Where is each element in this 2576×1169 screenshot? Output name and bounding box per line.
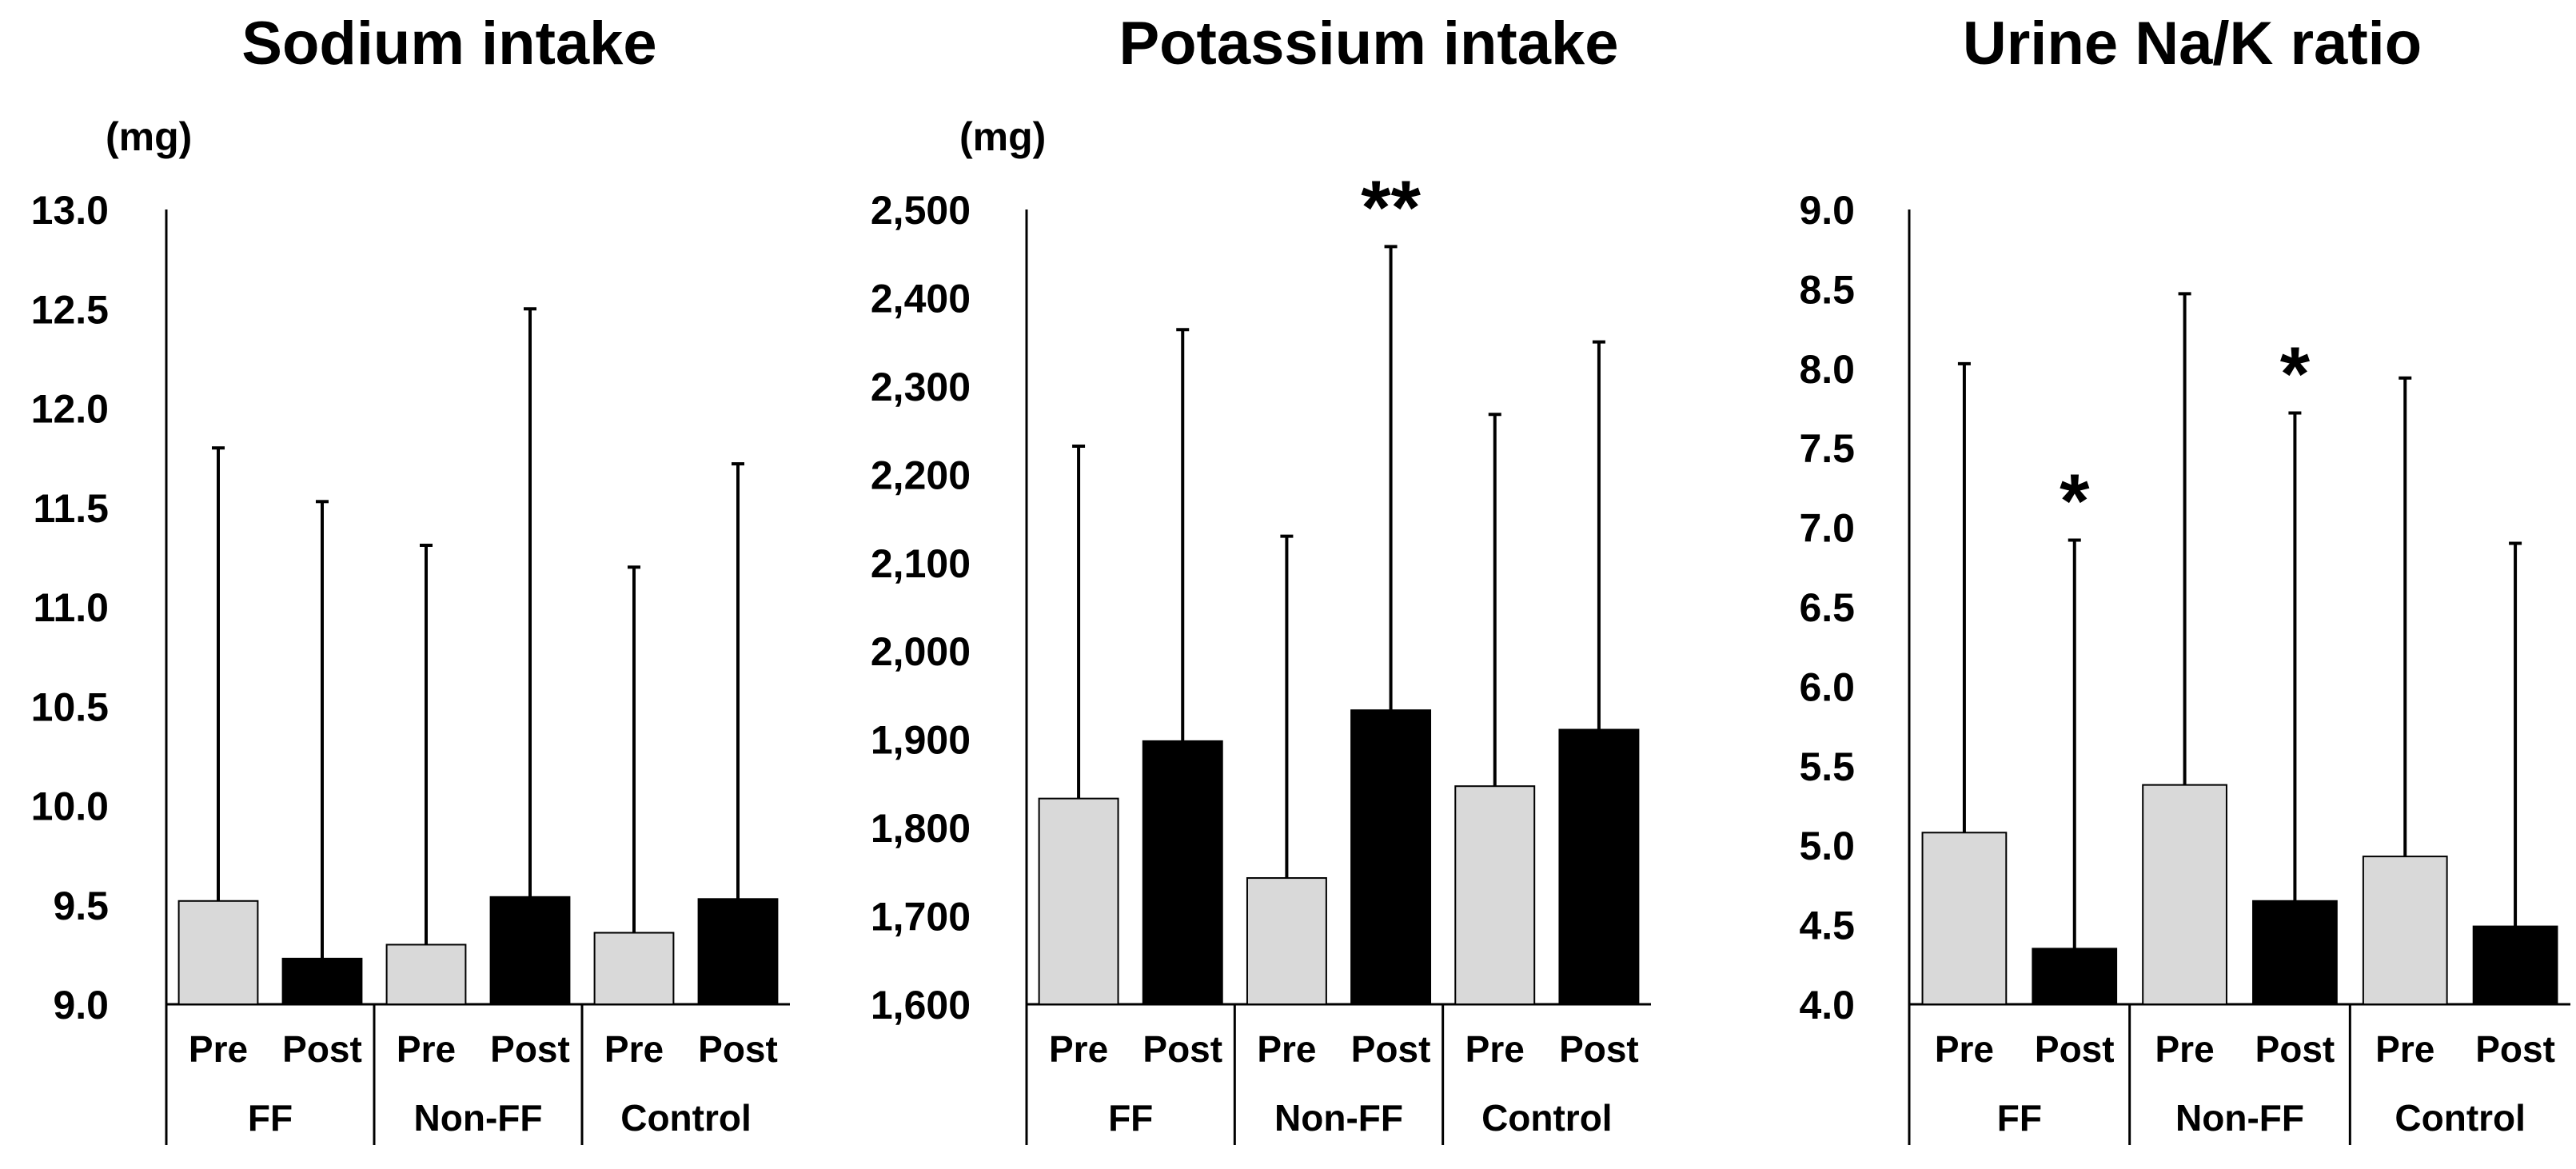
x-category-label: Pre bbox=[1257, 1028, 1316, 1070]
y-tick-label: 4.0 bbox=[1799, 983, 1855, 1027]
x-category-label: Pre bbox=[1465, 1028, 1525, 1070]
group-label: Control bbox=[1481, 1097, 1613, 1139]
group-label: Non-FF bbox=[1274, 1097, 1403, 1139]
group-label: FF bbox=[1108, 1097, 1153, 1139]
x-category-label: Post bbox=[1559, 1028, 1639, 1070]
x-category-label: Pre bbox=[1935, 1028, 1994, 1070]
x-category-label: Post bbox=[2255, 1028, 2335, 1070]
bar-pre bbox=[1921, 832, 2008, 1006]
y-tick-label: 1,700 bbox=[871, 895, 971, 940]
y-tick-label: 2,100 bbox=[871, 541, 971, 586]
x-category-label: Pre bbox=[2155, 1028, 2214, 1070]
y-tick-label: 2,400 bbox=[871, 276, 971, 321]
bar-pre bbox=[2142, 784, 2227, 1005]
chart-title: Sodium intake bbox=[241, 10, 656, 78]
bar-post bbox=[1142, 740, 1223, 1005]
y-tick-label: 5.0 bbox=[1799, 824, 1855, 868]
bar-pre bbox=[1454, 785, 1536, 1005]
y-tick-label: 1,900 bbox=[871, 718, 971, 763]
y-tick-label: 2,200 bbox=[871, 453, 971, 497]
y-tick-label: 7.5 bbox=[1799, 426, 1855, 471]
y-tick-label: 9.0 bbox=[53, 983, 109, 1027]
group-label: Non-FF bbox=[2175, 1097, 2304, 1139]
group-label: FF bbox=[248, 1097, 293, 1139]
x-category-label: Pre bbox=[604, 1028, 664, 1070]
significance-marker: * bbox=[2060, 459, 2090, 545]
y-tick-label: 1,600 bbox=[871, 983, 971, 1027]
bar-post bbox=[1350, 709, 1432, 1005]
y-tick-label: 2,300 bbox=[871, 365, 971, 409]
bar-pre bbox=[1038, 797, 1119, 1005]
chart-title: Potassium intake bbox=[1119, 10, 1618, 78]
y-unit-label: (mg) bbox=[106, 114, 192, 159]
group-label: FF bbox=[1997, 1097, 2042, 1139]
bar-post bbox=[697, 898, 779, 1006]
y-tick-label: 6.0 bbox=[1799, 664, 1855, 709]
group-label: Control bbox=[2395, 1097, 2526, 1139]
x-category-label: Pre bbox=[1049, 1028, 1108, 1070]
y-tick-label: 11.5 bbox=[33, 486, 109, 531]
x-category-label: Post bbox=[282, 1028, 362, 1070]
y-tick-label: 12.0 bbox=[31, 387, 109, 432]
x-category-label: Pre bbox=[2375, 1028, 2434, 1070]
group-label: Control bbox=[620, 1097, 752, 1139]
bar-pre bbox=[2362, 856, 2448, 1005]
y-tick-label: 9.0 bbox=[1799, 188, 1855, 233]
y-tick-label: 1,800 bbox=[871, 806, 971, 851]
y-tick-label: 4.5 bbox=[1799, 904, 1855, 948]
chart-title: Urine Na/K ratio bbox=[1963, 10, 2422, 78]
y-tick-label: 5.5 bbox=[1799, 744, 1855, 789]
y-tick-label: 12.5 bbox=[31, 287, 109, 332]
x-category-label: Post bbox=[2475, 1028, 2555, 1070]
bar-pre bbox=[177, 900, 259, 1006]
y-unit-label: (mg) bbox=[959, 114, 1046, 159]
x-category-label: Post bbox=[490, 1028, 570, 1070]
y-tick-label: 10.5 bbox=[31, 684, 109, 729]
y-tick-label: 13.0 bbox=[31, 188, 109, 233]
bar-pre bbox=[385, 944, 467, 1005]
bar-pre bbox=[1246, 877, 1327, 1006]
x-category-label: Pre bbox=[189, 1028, 248, 1070]
bar-post bbox=[2252, 900, 2338, 1006]
significance-marker: ** bbox=[1361, 165, 1421, 250]
x-category-label: Post bbox=[1142, 1028, 1222, 1070]
y-tick-label: 2,000 bbox=[871, 629, 971, 674]
y-tick-label: 8.0 bbox=[1799, 347, 1855, 392]
x-category-label: Post bbox=[1351, 1028, 1431, 1070]
y-tick-label: 8.5 bbox=[1799, 267, 1855, 312]
x-category-label: Post bbox=[698, 1028, 778, 1070]
y-tick-label: 2,500 bbox=[871, 188, 971, 233]
significance-marker: * bbox=[2280, 331, 2311, 417]
group-label: Non-FF bbox=[414, 1097, 543, 1139]
y-tick-label: 10.0 bbox=[31, 784, 109, 829]
bar-post bbox=[1558, 728, 1640, 1005]
bar-post bbox=[2032, 948, 2118, 1006]
y-tick-label: 11.0 bbox=[33, 585, 109, 630]
x-category-label: Pre bbox=[397, 1028, 456, 1070]
bar-post bbox=[281, 957, 363, 1005]
bar-post bbox=[489, 896, 571, 1006]
y-tick-label: 6.5 bbox=[1799, 585, 1855, 630]
y-tick-label: 9.5 bbox=[53, 884, 109, 928]
y-tick-label: 7.0 bbox=[1799, 506, 1855, 551]
x-category-label: Post bbox=[2035, 1028, 2115, 1070]
bar-pre bbox=[593, 932, 675, 1006]
bar-post bbox=[2472, 925, 2558, 1006]
